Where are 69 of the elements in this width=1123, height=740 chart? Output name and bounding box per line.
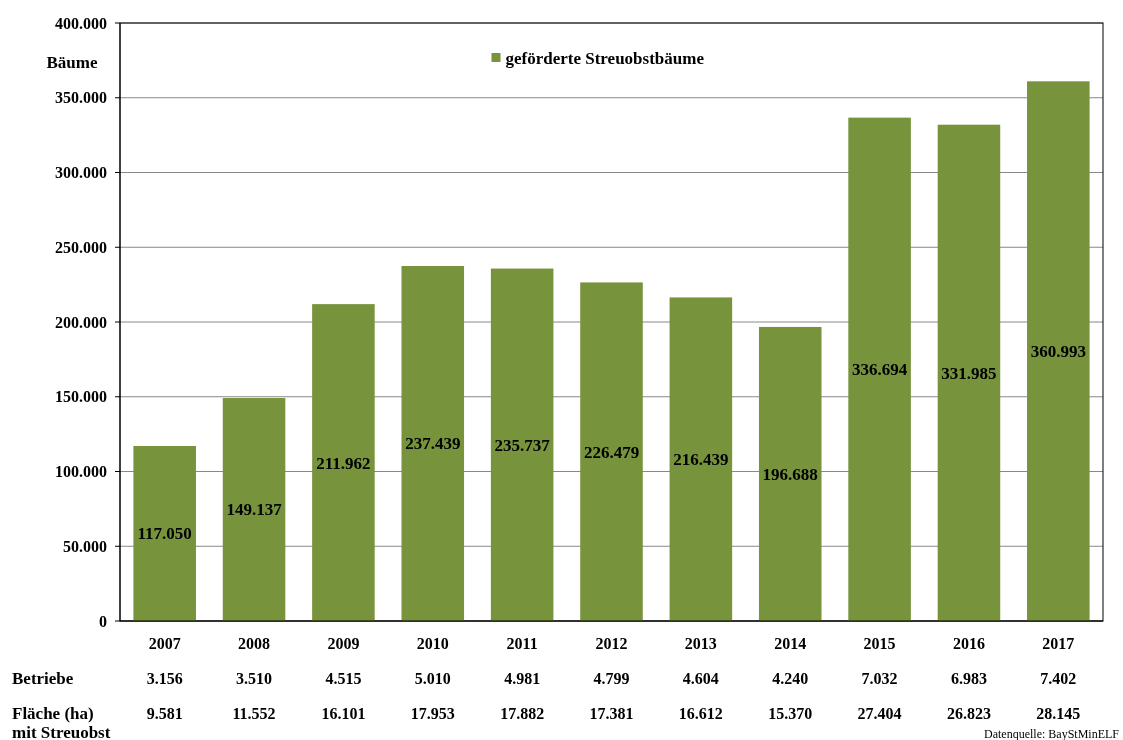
data-label: 196.688 [762, 464, 818, 484]
text: 17.882 [500, 705, 545, 722]
bar [490, 268, 554, 621]
bar [401, 266, 465, 621]
data-label: 117.050 [137, 524, 192, 544]
y-tick-label: 350.000 [55, 89, 107, 107]
y-axis-title: Bäume [46, 53, 98, 72]
bar [848, 117, 911, 621]
text: 17.381 [589, 705, 634, 722]
text: 4.981 [504, 670, 541, 687]
x-tick-label: 2016 [952, 635, 985, 652]
x-tick-label: 2008 [238, 635, 271, 652]
y-tick-label: 400.000 [55, 14, 107, 32]
y-tick-label: 150.000 [55, 388, 107, 406]
bar [669, 297, 733, 621]
text: Datenquelle: BayStMinELF [984, 727, 1120, 740]
text: 16.612 [678, 705, 723, 722]
bar [937, 124, 1001, 621]
text: 7.402 [1040, 670, 1077, 687]
data-label: 237.439 [405, 434, 461, 454]
text: Fläche (ha) mit Streuobst [12, 704, 111, 740]
text: 4.799 [593, 670, 630, 687]
data-label: 360.993 [1030, 342, 1086, 362]
data-label: 331.985 [941, 363, 997, 383]
text: 9.581 [146, 705, 183, 722]
x-tick-label: 2012 [595, 635, 628, 652]
text: 28.145 [1036, 705, 1081, 722]
x-tick-label: 2009 [327, 635, 360, 652]
x-tick-label: 2013 [684, 635, 717, 652]
x-tick-label: 2014 [774, 635, 807, 652]
text: 4.604 [682, 670, 719, 687]
bar [758, 326, 822, 621]
y-tick-label: 100.000 [55, 463, 107, 481]
bar [312, 304, 375, 621]
data-label: 211.962 [316, 453, 371, 473]
text: 26.823 [946, 705, 991, 722]
data-label: 226.479 [583, 442, 640, 462]
x-tick-label: 2007 [148, 635, 181, 652]
text: Betriebe [12, 669, 74, 688]
bar [222, 398, 286, 621]
text: 7.032 [861, 670, 898, 687]
x-tick-label: 2017 [1042, 635, 1075, 652]
bar [580, 282, 643, 621]
text: 4.515 [325, 670, 362, 687]
text: 3.510 [236, 670, 273, 687]
data-label: 149.137 [226, 500, 283, 520]
data-label: 216.439 [673, 450, 729, 470]
bar [1027, 81, 1090, 621]
text: 5.010 [414, 670, 451, 687]
y-tick-label: 0 [99, 612, 107, 630]
text: 3.156 [146, 670, 183, 687]
data-label: 336.694 [851, 360, 908, 380]
y-tick-label: 50.000 [63, 537, 107, 555]
text: 4.240 [772, 670, 809, 687]
text: 16.101 [321, 705, 366, 722]
text: 6.983 [950, 670, 987, 687]
y-tick-label: 200.000 [55, 313, 107, 331]
x-tick-label: 2011 [506, 635, 538, 652]
text: 27.404 [857, 705, 902, 722]
text: 11.552 [232, 705, 276, 722]
text: 17.953 [410, 705, 455, 722]
text: 15.370 [768, 705, 813, 722]
x-tick-label: 2015 [863, 635, 896, 652]
legend-label: geförderte Streuobstbäume [505, 48, 705, 68]
y-tick-label: 300.000 [55, 164, 107, 182]
bar [133, 446, 196, 621]
x-tick-label: 2010 [416, 635, 449, 652]
y-tick-label: 250.000 [55, 238, 107, 256]
data-label: 235.737 [494, 435, 551, 455]
